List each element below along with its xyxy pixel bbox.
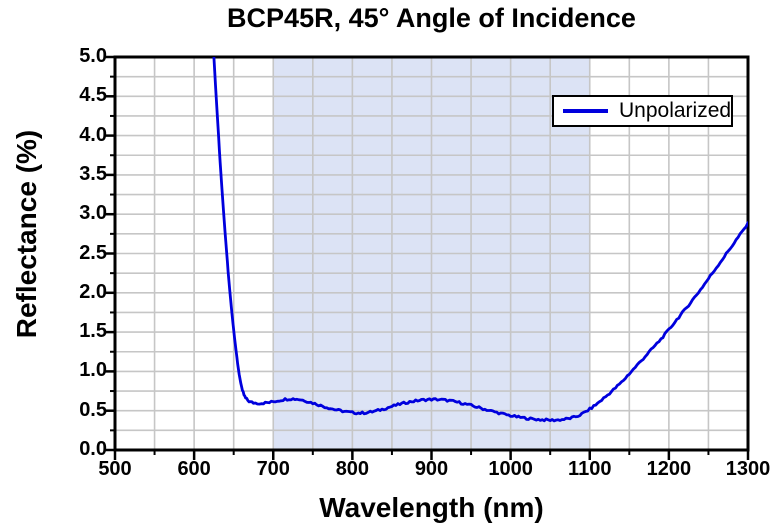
- y-tick-label: 0.0: [79, 438, 107, 460]
- y-tick-label: 2.5: [79, 241, 107, 264]
- x-tick-label: 900: [414, 458, 449, 480]
- y-tick-label: 4.0: [79, 123, 107, 146]
- x-tick-label: 500: [98, 458, 132, 480]
- y-tick-label: 2.0: [79, 280, 107, 303]
- x-tick-label: 1200: [646, 458, 692, 480]
- x-tick-label: 800: [335, 458, 370, 480]
- y-tick-label: 1.0: [79, 359, 107, 382]
- x-tick-label: 1000: [488, 458, 533, 480]
- x-tick-label: 700: [256, 458, 290, 480]
- y-tick-label: 3.5: [79, 162, 107, 185]
- x-axis-label: Wavelength (nm): [319, 492, 544, 523]
- x-tick-label: 600: [177, 458, 211, 480]
- y-tick-label: 0.5: [79, 398, 107, 421]
- legend: Unpolarized: [552, 95, 733, 127]
- reflectance-curve: [212, 57, 748, 423]
- y-axis-label: Reflectance (%): [11, 129, 42, 339]
- x-tick-label: 1100: [568, 458, 612, 480]
- y-tick-label: 5.0: [79, 45, 107, 67]
- x-tick-label: 1300: [725, 458, 771, 480]
- y-tick-label: 4.5: [79, 84, 107, 107]
- y-tick-label: 1.5: [79, 320, 107, 343]
- y-tick-label: 3.0: [79, 202, 107, 225]
- chart-title: BCP45R, 45° Angle of Incidence: [227, 3, 636, 33]
- legend-label: Unpolarized: [619, 99, 732, 122]
- legend-line-sample: [563, 109, 608, 113]
- plot-frame: [113, 55, 750, 452]
